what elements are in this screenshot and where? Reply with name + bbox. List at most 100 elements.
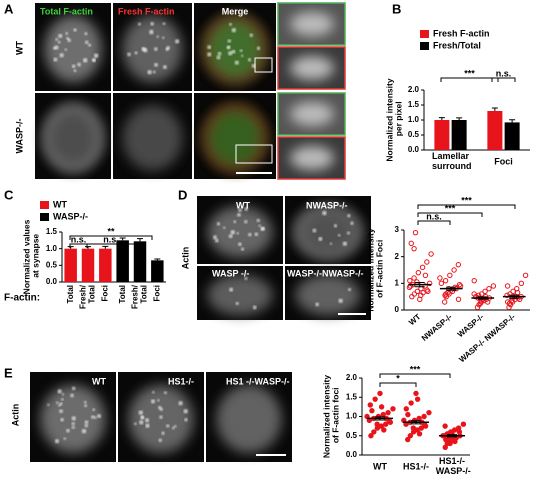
- actin-focus: [329, 242, 333, 246]
- cell-rim: [202, 104, 268, 172]
- roi-box: [254, 57, 273, 73]
- actin-focus: [258, 224, 261, 228]
- actin-focus: [172, 426, 175, 430]
- actin-focus: [66, 428, 70, 433]
- actin-focus: [154, 47, 158, 51]
- data-point: [477, 300, 484, 307]
- data-point: [409, 293, 415, 300]
- y-tick-label: 2.0: [408, 85, 420, 94]
- data-point: [410, 425, 417, 431]
- y-axis-label: Normalized intensity of F-actin Foci: [366, 228, 385, 311]
- error-bar: [438, 117, 445, 120]
- actin-focus: [138, 410, 143, 415]
- data-point: [451, 267, 457, 273]
- actin-focus: [71, 416, 76, 421]
- data-point: [490, 283, 497, 289]
- actin-focus: [347, 214, 351, 218]
- actin-focus: [244, 276, 248, 280]
- inset-signal: [290, 12, 334, 36]
- data-point: [474, 304, 481, 311]
- data-point: [418, 292, 424, 299]
- data-point: [377, 390, 383, 397]
- actin-focus: [350, 221, 354, 225]
- significance-label: ***: [461, 195, 472, 205]
- data-point: [504, 283, 511, 289]
- actin-focus: [337, 233, 341, 237]
- actin-focus: [228, 234, 233, 239]
- data-point: [456, 429, 463, 435]
- error-bar: [67, 246, 74, 249]
- actin-focus: [315, 302, 319, 307]
- actin-focus: [214, 238, 219, 243]
- significance-bracket: [69, 235, 153, 240]
- cell: [295, 274, 361, 316]
- cell: [203, 15, 267, 83]
- actin-focus: [231, 49, 236, 54]
- panel-label: D: [178, 187, 187, 202]
- significance-bracket: [491, 77, 516, 82]
- significance-label: ***: [464, 68, 475, 78]
- actin-focus: [56, 401, 59, 404]
- actin-focus: [58, 33, 63, 38]
- actin-focus: [227, 39, 231, 43]
- data-point: [443, 291, 449, 297]
- y-tick-label: 1: [395, 278, 400, 287]
- significance-bracket: [417, 204, 516, 209]
- image-label: HS1-/-: [168, 376, 194, 386]
- x-tick-label: Foci: [494, 156, 513, 166]
- data-point: [383, 421, 389, 427]
- actin-focus: [166, 45, 170, 50]
- image-label: WASP -/-: [212, 268, 249, 278]
- bar: [81, 248, 95, 282]
- legend-swatch: [420, 42, 429, 50]
- significance-bracket: [417, 220, 451, 225]
- x-tick-label: Total: [118, 285, 127, 304]
- actin-focus: [241, 247, 245, 251]
- actin-focus: [84, 420, 89, 424]
- data-point: [405, 436, 411, 443]
- actin-focus: [256, 46, 261, 50]
- actin-focus: [71, 64, 76, 69]
- error-bar: [491, 107, 498, 111]
- cell-rim: [202, 14, 268, 84]
- data-point: [369, 408, 375, 414]
- significance-label: n.s.: [426, 211, 442, 221]
- image-label: WASP-/-NWASP-/-: [287, 268, 364, 278]
- actin-focus: [151, 399, 155, 404]
- significance-label: **: [107, 226, 115, 236]
- actin-focus: [147, 70, 152, 75]
- data-point: [486, 285, 492, 292]
- significance-bracket: [379, 373, 451, 378]
- data-point: [381, 427, 387, 433]
- y-tick-label: 1.0: [408, 115, 420, 124]
- column-label: Fresh F-actin: [118, 6, 175, 16]
- significance-bracket: [379, 382, 417, 387]
- actin-focus: [59, 402, 63, 406]
- legend-label: WT: [53, 199, 67, 209]
- actin-focus: [61, 393, 65, 396]
- actin-focus: [254, 232, 259, 237]
- actin-focus: [84, 400, 87, 404]
- y-tick-label: 1.5: [46, 227, 58, 236]
- actin-focus: [127, 52, 131, 57]
- bar: [99, 248, 112, 282]
- data-point: [441, 299, 448, 305]
- actin-focus: [134, 51, 138, 55]
- image-label: NWASP-/-: [306, 200, 348, 210]
- y-axis-label: Normalized intensity per pixel: [385, 78, 404, 161]
- data-point: [452, 438, 458, 445]
- significance-label: n.s.: [71, 234, 87, 244]
- data-point: [447, 440, 453, 447]
- x-tick-label: Foci: [152, 285, 161, 301]
- actin-focus: [226, 45, 230, 50]
- cell: [207, 206, 273, 258]
- error-bar: [154, 258, 161, 261]
- data-point: [456, 281, 463, 288]
- error-bar: [137, 238, 143, 242]
- actin-focus: [235, 301, 239, 305]
- x-tick-label: NWASP-/-: [420, 312, 454, 343]
- data-point: [504, 292, 510, 299]
- column-label: Merge: [222, 6, 249, 16]
- actin-focus: [333, 224, 338, 228]
- actin-focus: [158, 438, 162, 442]
